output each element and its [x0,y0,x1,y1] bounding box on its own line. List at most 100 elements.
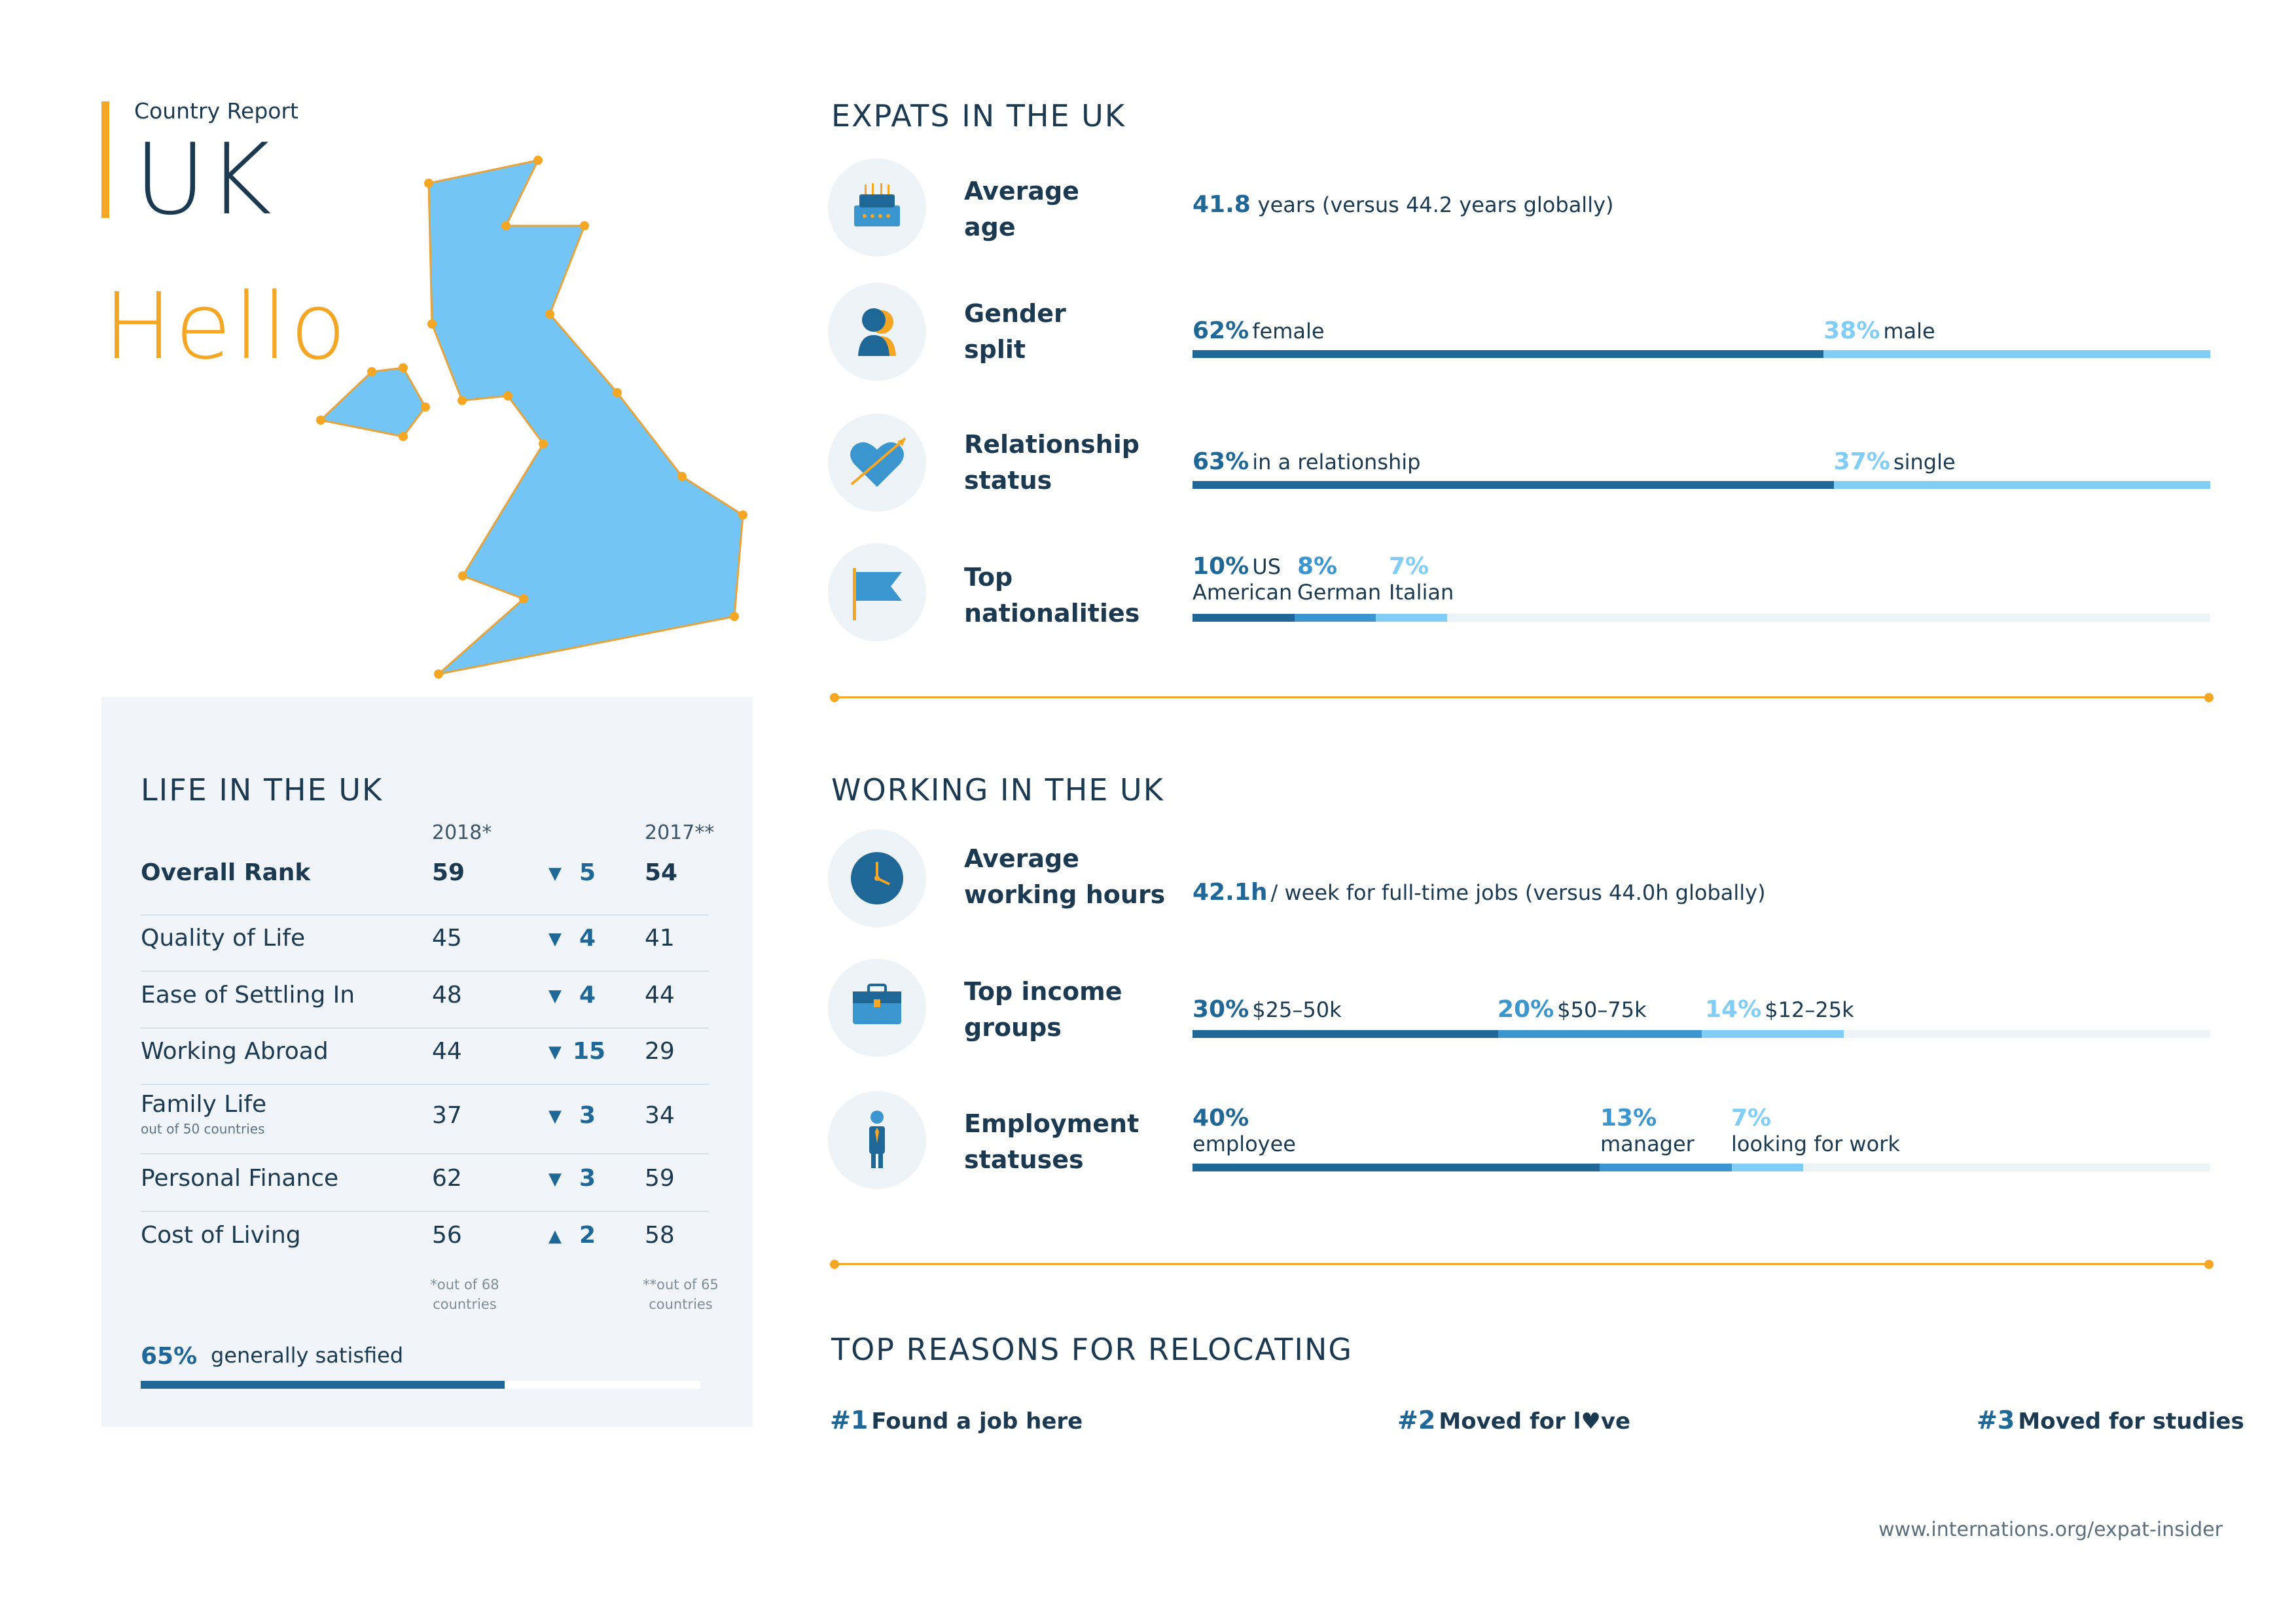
hours-stat: 42.1h / week for full-time jobs (versus … [1193,879,1766,906]
income-3-segment [1701,1030,1844,1038]
nationality-2-percent: 8% [1297,553,1338,580]
income-1-percent: 30% [1193,996,1249,1023]
reason-2: #2 Moved for l♥ve [1397,1406,1630,1435]
nationality-1-line1: US [1252,554,1281,579]
income-label-line2: groups [964,1013,1062,1042]
relationship-couple-text: in a relationship [1252,450,1421,474]
rank-value-2018: 56 [432,1222,462,1249]
rank-row-label: Overall Rank [141,859,311,886]
footnote-2017: **out of 65 countries [625,1275,736,1314]
working-section-title: WORKING IN THE UK [831,772,1164,808]
reason-3: #3 Moved for studies [1977,1406,2244,1435]
income-3-text: $12–25k [1765,997,1854,1022]
rank-change: 3 [579,1165,596,1192]
divider-dot [830,1260,839,1269]
employment-3-text: looking for work [1731,1132,1900,1156]
rank-value-2017: 44 [645,982,675,1008]
rank-row-sublabel: out of 50 countries [141,1121,265,1137]
accent-bar [101,101,109,218]
rank-row-label: Working Abroad [141,1038,329,1065]
greeting: Hello [103,274,349,380]
country-name: UK [134,123,274,237]
expats-section-title: EXPATS IN THE UK [831,98,1126,134]
income-label: Top income groups [964,974,1122,1046]
employment-3-stat: 7% looking for work [1731,1105,1900,1156]
clock-icon [851,852,903,904]
gender-bar [1193,350,2210,358]
satisfaction-percent: 65% [141,1343,198,1370]
relationship-b-stat: 37% single [1834,448,1956,475]
employment-1-text: employee [1193,1132,1296,1156]
row-divider [141,1027,709,1029]
rank-change: 15 [573,1038,606,1065]
relationship-single-percent: 37% [1833,448,1890,475]
nationality-2-stat: 8% German [1297,553,1381,605]
heart-arrow-icon [850,437,906,487]
report-label: Country Report [134,98,298,124]
person-silhouette-icon [858,308,896,356]
income-1-text: $25–50k [1252,997,1342,1022]
relationship-couple-percent: 63% [1193,448,1249,475]
column-header-2018: 2018* [432,821,492,844]
rank-change: 2 [579,1222,596,1249]
nationalities-label-line1: Top [964,563,1013,592]
avg-age-label-line1: Average [964,177,1079,205]
hours-label-line1: Average [964,844,1079,873]
rank-row-label: Personal Finance [141,1165,339,1192]
employment-2-segment [1600,1164,1732,1171]
gender-b-stat: 38% male [1823,317,1935,344]
relationship-label-line1: Relationship [964,430,1139,459]
footnote-2018-line1: *out of 68 [430,1277,499,1293]
rank-value-2018: 62 [432,1165,462,1192]
employment-2-percent: 13% [1600,1105,1657,1132]
rank-value-2018: 44 [432,1038,462,1065]
income-2-percent: 20% [1498,996,1554,1023]
employment-label-line1: Employment [964,1109,1139,1138]
arrow-down-icon: ▼ [548,864,562,883]
reason-1-text: Found a job here [871,1408,1083,1435]
birthday-cake-icon [854,183,900,226]
nationality-1-percent: 10% [1193,553,1249,580]
reason-2-number: #2 [1397,1406,1436,1435]
gender-female-percent: 62% [1193,317,1249,344]
rank-value-2018: 37 [432,1102,462,1129]
arrow-down-icon: ▼ [548,986,562,1006]
rank-change: 4 [579,925,596,952]
income-icon-circle [828,959,926,1057]
nationality-3-stat: 7% Italian [1389,553,1454,605]
income-3-percent: 14% [1705,996,1762,1023]
nationalities-bar [1193,614,2210,622]
section-divider [834,696,2209,698]
rank-value-2017: 41 [645,925,675,952]
nationality-3-percent: 7% [1389,553,1429,580]
rank-value-2017: 59 [645,1165,675,1192]
footnote-2018-line2: countries [433,1296,497,1312]
income-2-text: $50–75k [1557,997,1647,1022]
gender-female-segment [1193,350,1824,358]
arrow-down-icon: ▼ [548,1043,562,1062]
relationship-icon-circle [828,414,926,512]
reason-2-text: Moved for l♥ve [1439,1408,1630,1435]
nationalities-icon-circle [828,543,926,641]
row-divider [141,1084,709,1085]
relationship-label-line2: status [964,466,1052,495]
arrow-down-icon: ▼ [548,929,562,949]
heart-icon: ♥ [1581,1408,1601,1435]
row-divider [141,1211,709,1212]
rank-value-2017: 34 [645,1102,675,1129]
rank-row-label: Ease of Settling In [141,982,355,1008]
reason-2-text-a: Moved for l [1439,1408,1581,1435]
hours-label: Average working hours [964,841,1165,913]
footer-url[interactable]: www.internations.org/expat-insider [1878,1518,2223,1541]
life-section-title: LIFE IN THE UK [141,772,384,808]
reason-1-number: #1 [830,1406,869,1435]
employment-3-percent: 7% [1731,1105,1772,1132]
avg-age-value: 41.8 [1193,191,1251,218]
avg-age-stat: 41.8 years (versus 44.2 years globally) [1193,191,1614,218]
gender-male-text: male [1883,319,1935,344]
satisfaction-text: generally satisfied [211,1343,404,1368]
rank-row-label: Family Life [141,1091,267,1118]
row-divider [141,1153,709,1154]
relationship-bar [1193,481,2210,489]
gender-icon-circle [828,283,926,381]
